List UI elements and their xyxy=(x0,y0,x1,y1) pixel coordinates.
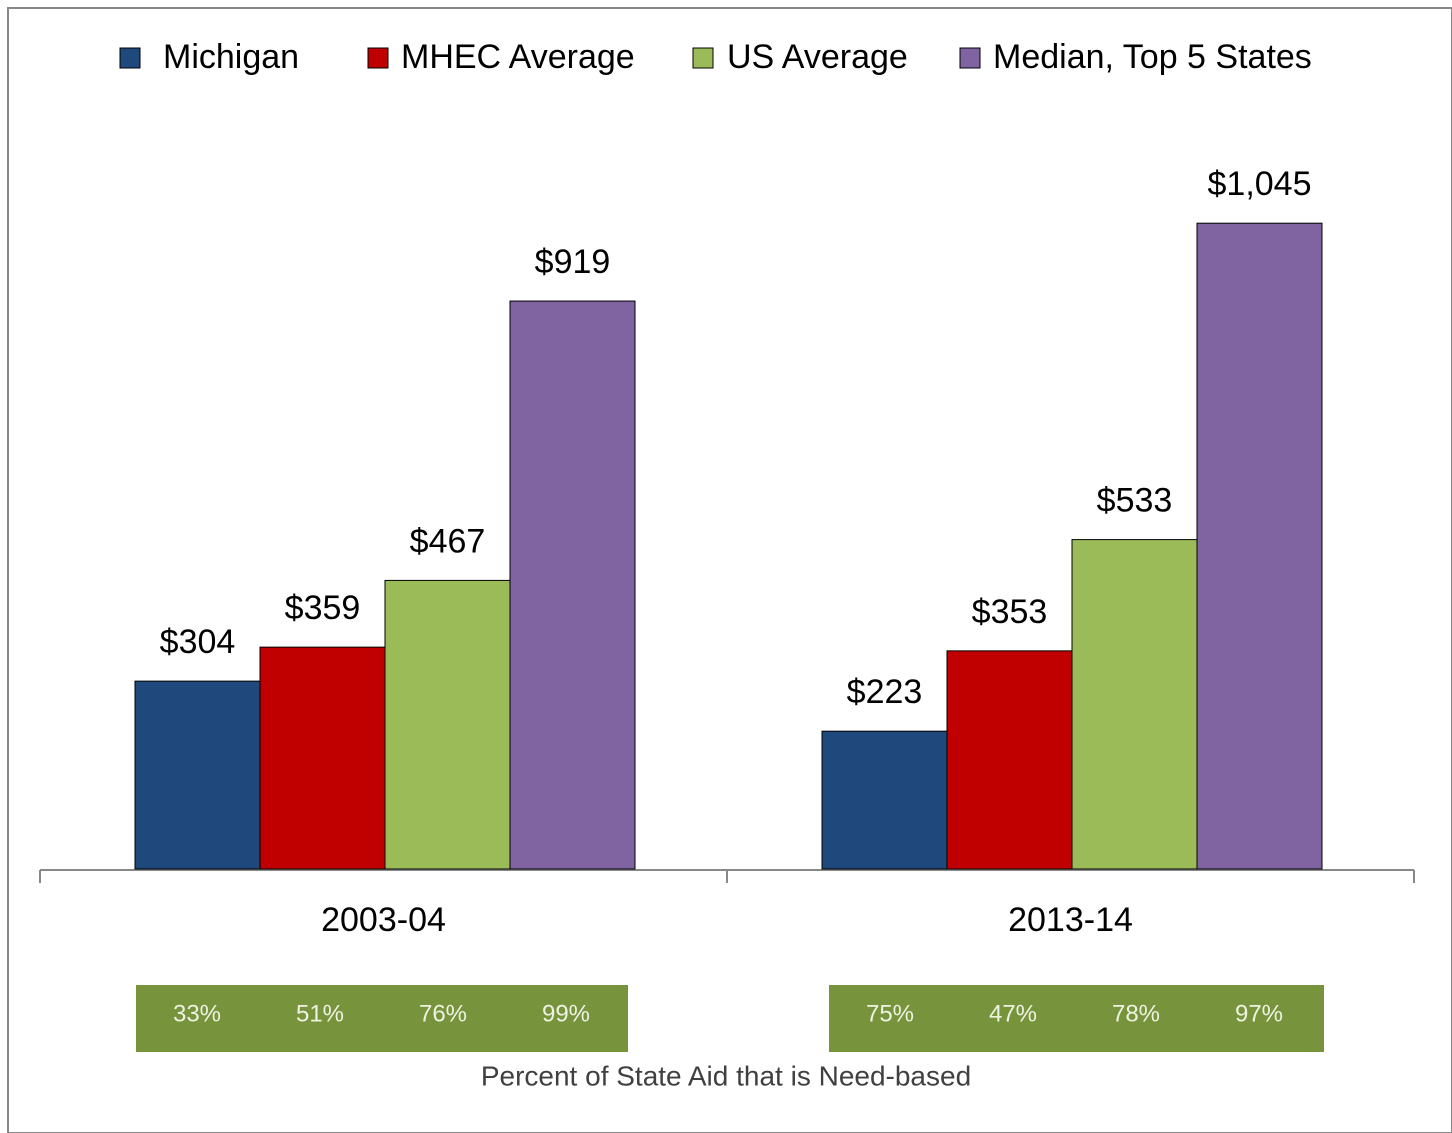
need-based-value: 97% xyxy=(1235,1000,1283,1027)
need-based-value: 75% xyxy=(866,1000,914,1027)
value-label: $353 xyxy=(972,593,1048,631)
value-label: $223 xyxy=(847,673,923,711)
need-based-value: 51% xyxy=(296,1000,344,1027)
value-label: $304 xyxy=(160,623,236,661)
value-label: $467 xyxy=(410,522,486,560)
legend-label: US Average xyxy=(727,38,908,76)
value-label: $533 xyxy=(1097,482,1173,520)
x-tick-label: 2003-04 xyxy=(321,901,446,939)
bar xyxy=(259,646,386,870)
value-label: $919 xyxy=(535,243,611,281)
bar xyxy=(134,680,261,870)
need-based-caption: Percent of State Aid that is Need-based xyxy=(481,1060,971,1091)
bar xyxy=(821,730,948,870)
need-based-value: 99% xyxy=(542,1000,590,1027)
legend-swatch xyxy=(119,47,141,69)
legend-label: Michigan xyxy=(163,38,299,76)
x-tick-label: 2013-14 xyxy=(1008,901,1133,939)
bar xyxy=(1196,222,1323,870)
legend-swatch xyxy=(959,47,981,69)
legend-label: Median, Top 5 States xyxy=(993,38,1312,76)
need-based-value: 76% xyxy=(419,1000,467,1027)
value-label: $1,045 xyxy=(1208,165,1312,203)
legend-swatch xyxy=(367,47,389,69)
legend-swatch xyxy=(692,47,714,69)
bar xyxy=(1071,539,1198,870)
bar xyxy=(384,579,511,870)
need-based-box xyxy=(829,985,1324,1052)
value-label: $359 xyxy=(285,589,361,627)
need-based-value: 78% xyxy=(1112,1000,1160,1027)
need-based-value: 33% xyxy=(173,1000,221,1027)
bar xyxy=(509,300,636,870)
legend-label: MHEC Average xyxy=(401,38,635,76)
need-based-value: 47% xyxy=(989,1000,1037,1027)
need-based-box xyxy=(136,985,628,1052)
bar xyxy=(946,650,1073,870)
